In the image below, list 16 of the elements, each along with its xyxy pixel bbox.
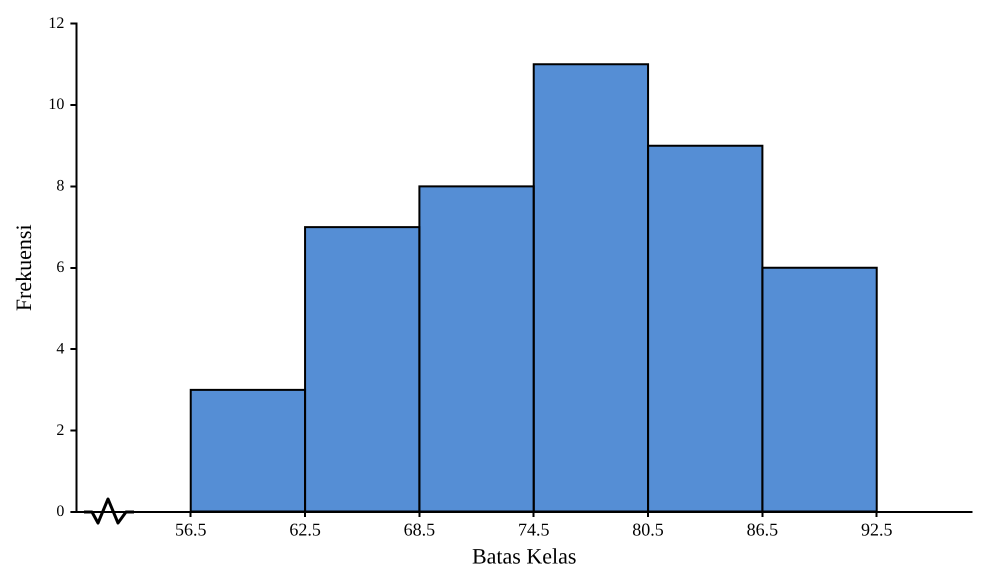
y-axis-title: Frekuensi: [10, 224, 36, 312]
x-tick-label: 68.5: [404, 520, 436, 540]
x-tick-label: 92.5: [860, 520, 892, 540]
x-tick-label: 62.5: [289, 520, 321, 540]
x-tick-label: 74.5: [518, 520, 550, 540]
x-tick-label: 86.5: [746, 520, 778, 540]
y-tick-label: 0: [56, 503, 64, 520]
y-tick-label: 2: [56, 422, 64, 439]
y-tick-label: 12: [48, 14, 64, 32]
y-tick-label: 10: [48, 96, 64, 114]
x-tick-label: 80.5: [632, 520, 664, 540]
y-tick-label: 4: [56, 340, 64, 358]
x-tick-label: 56.5: [174, 520, 206, 540]
y-tick-label: 8: [56, 178, 64, 195]
x-axis-title: Batas Kelas: [472, 544, 576, 569]
y-tick-label: 6: [56, 259, 64, 276]
